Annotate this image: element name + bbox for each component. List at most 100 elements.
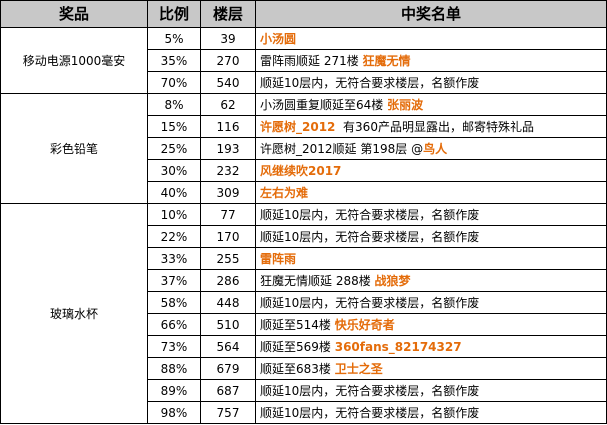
- ratio-cell: 15%: [147, 115, 201, 138]
- header-floor: 楼层: [200, 0, 256, 28]
- floor-cell: 170: [200, 225, 256, 248]
- winner-cell: 顺延10层内，无符合要求楼层，名额作废: [255, 401, 607, 424]
- ratio-cell: 66%: [147, 313, 201, 336]
- winner-cell: 雷阵雨: [255, 247, 607, 270]
- ratio-cell: 73%: [147, 335, 201, 358]
- floor-cell: 309: [200, 181, 256, 204]
- ratio-cell: 10%: [147, 203, 201, 226]
- winner-cell: 顺延10层内，无符合要求楼层，名额作废: [255, 379, 607, 402]
- floor-cell: 232: [200, 159, 256, 182]
- table-row: 37% 286 狂魔无情顺延 288楼 战狼梦: [1, 269, 607, 292]
- floor-cell: 687: [200, 379, 256, 402]
- prize-cell: 移动电源1000毫安: [0, 27, 148, 94]
- header-prize: 奖品: [0, 0, 148, 28]
- header-ratio: 比例: [147, 0, 201, 28]
- winner-note: 顺延10层内，无符合要求楼层，名额作废: [260, 229, 480, 244]
- floor-cell: 193: [200, 137, 256, 160]
- floor-cell: 62: [200, 93, 256, 116]
- table-row: 58% 448 顺延10层内，无符合要求楼层，名额作废: [1, 291, 607, 314]
- floor-cell: 564: [200, 335, 256, 358]
- winner-note: 顺延10层内，无符合要求楼层，名额作废: [260, 383, 480, 398]
- table-row: 25% 193 许愿树_2012顺延 第198层 @鸟人: [1, 137, 607, 160]
- winner-cell: 顺延10层内，无符合要求楼层，名额作废: [255, 291, 607, 314]
- ratio-cell: 70%: [147, 71, 201, 94]
- floor-cell: 679: [200, 357, 256, 380]
- floor-cell: 255: [200, 247, 256, 270]
- ratio-cell: 8%: [147, 93, 201, 116]
- header-winners: 中奖名单: [255, 0, 607, 28]
- winner-note: 顺延至514楼: [260, 317, 335, 332]
- winner-note: 许愿树_2012顺延 第198层 @: [260, 141, 424, 156]
- ratio-cell: 37%: [147, 269, 201, 292]
- floor-cell: 39: [200, 27, 256, 50]
- winner-note: 顺延至569楼: [260, 339, 335, 354]
- winner-name: 狂魔无情: [362, 53, 411, 68]
- table-row: 70% 540 顺延10层内，无符合要求楼层，名额作废: [1, 71, 607, 94]
- winner-name: 鸟人: [423, 141, 448, 156]
- table-row: 89% 687 顺延10层内，无符合要求楼层，名额作废: [1, 379, 607, 402]
- header-row: 奖品 比例 楼层 中奖名单: [0, 0, 607, 28]
- winner-name: 快乐好奇者: [334, 317, 395, 332]
- winner-note: 顺延10层内，无符合要求楼层，名额作废: [260, 207, 480, 222]
- winner-cell: 雷阵雨顺延 271楼 狂魔无情: [255, 49, 607, 72]
- winner-cell: 许愿树_2012 有360产品明显露出，邮寄特殊礼品: [255, 115, 607, 138]
- floor-cell: 116: [200, 115, 256, 138]
- table-row: 66% 510 顺延至514楼 快乐好奇者: [1, 313, 607, 336]
- winner-name: 雷阵雨: [260, 251, 297, 266]
- spacer: [335, 120, 343, 134]
- table-row: 98% 757 顺延10层内，无符合要求楼层，名额作废: [1, 401, 607, 424]
- ratio-cell: 40%: [147, 181, 201, 204]
- ratio-cell: 25%: [147, 137, 201, 160]
- prize-cell: 彩色铅笔: [0, 93, 148, 204]
- winner-name: 风继续吹2017: [260, 163, 342, 178]
- winner-note: 顺延10层内，无符合要求楼层，名额作废: [260, 295, 480, 310]
- prize-cell: 玻璃水杯: [0, 203, 148, 424]
- winner-name: 卫士之圣: [334, 361, 383, 376]
- winner-note: 有360产品明显露出，邮寄特殊礼品: [343, 119, 534, 134]
- winner-name: 360fans_82174327: [334, 339, 462, 354]
- floor-cell: 77: [200, 203, 256, 226]
- table-body: 移动电源1000毫安 5% 39 小汤圆 35% 270 雷阵雨顺延 271楼 狂魔无情 70…: [0, 27, 607, 424]
- winner-cell: 狂魔无情顺延 288楼 战狼梦: [255, 269, 607, 292]
- table-row: 33% 255 雷阵雨: [1, 247, 607, 270]
- winner-cell: 左右为难: [255, 181, 607, 204]
- table-row: 88% 679 顺延至683楼 卫士之圣: [1, 357, 607, 380]
- winner-note: 狂魔无情顺延 288楼: [260, 273, 375, 288]
- ratio-cell: 88%: [147, 357, 201, 380]
- table-row: 15% 116 许愿树_2012 有360产品明显露出，邮寄特殊礼品: [1, 115, 607, 138]
- floor-cell: 448: [200, 291, 256, 314]
- floor-cell: 270: [200, 49, 256, 72]
- floor-cell: 757: [200, 401, 256, 424]
- winner-note: 小汤圆重复顺延至64楼: [260, 97, 388, 112]
- winner-cell: 许愿树_2012顺延 第198层 @鸟人: [255, 137, 607, 160]
- winner-note: 顺延10层内，无符合要求楼层，名额作废: [260, 75, 480, 90]
- table-row: 73% 564 顺延至569楼 360fans_82174327: [1, 335, 607, 358]
- ratio-cell: 22%: [147, 225, 201, 248]
- winner-cell: 顺延至569楼 360fans_82174327: [255, 335, 607, 358]
- floor-cell: 510: [200, 313, 256, 336]
- table-row: 彩色铅笔 8% 62 小汤圆重复顺延至64楼 张丽波: [0, 93, 607, 204]
- winner-cell: 小汤圆: [255, 27, 607, 50]
- winner-cell: 顺延10层内，无符合要求楼层，名额作废: [255, 71, 607, 94]
- floor-cell: 540: [200, 71, 256, 94]
- floor-cell: 286: [200, 269, 256, 292]
- winner-note: 顺延10层内，无符合要求楼层，名额作废: [260, 405, 480, 420]
- winner-name: 张丽波: [387, 97, 424, 112]
- table-row: 玻璃水杯 10% 77 顺延10层内，无符合要求楼层，名额作废: [0, 203, 607, 424]
- ratio-cell: 5%: [147, 27, 201, 50]
- winner-cell: 风继续吹2017: [255, 159, 607, 182]
- winner-name: 左右为难: [260, 185, 309, 200]
- ratio-cell: 35%: [147, 49, 201, 72]
- winner-cell: 顺延至514楼 快乐好奇者: [255, 313, 607, 336]
- table-row: 移动电源1000毫安 5% 39 小汤圆: [0, 27, 607, 94]
- ratio-cell: 98%: [147, 401, 201, 424]
- winner-name: 许愿树_2012: [260, 119, 336, 134]
- winner-cell: 顺延至683楼 卫士之圣: [255, 357, 607, 380]
- table-row: 22% 170 顺延10层内，无符合要求楼层，名额作废: [1, 225, 607, 248]
- winner-name: 战狼梦: [374, 273, 411, 288]
- ratio-cell: 30%: [147, 159, 201, 182]
- winner-note: 雷阵雨顺延 271楼: [260, 53, 363, 68]
- winner-name: 小汤圆: [260, 31, 297, 46]
- ratio-cell: 58%: [147, 291, 201, 314]
